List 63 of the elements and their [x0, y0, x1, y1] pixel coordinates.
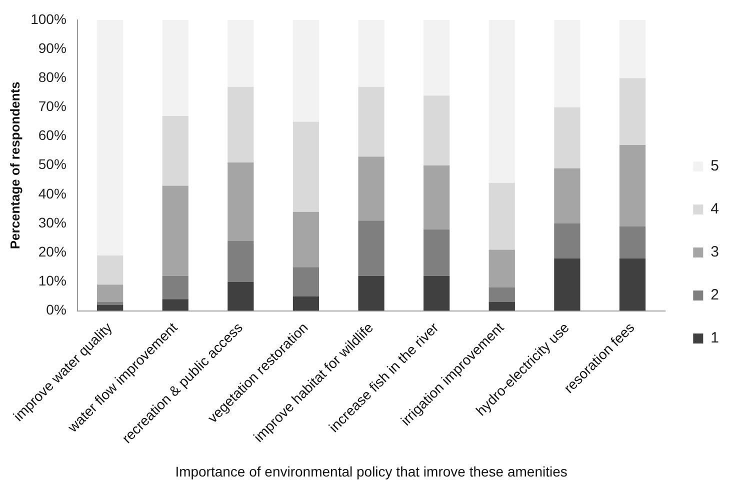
bar: [619, 145, 646, 226]
bar: [488, 288, 515, 302]
y-tick-label: 60%: [38, 127, 66, 144]
bar: [228, 282, 254, 311]
bar: [358, 20, 384, 87]
bar: [292, 212, 320, 268]
bar: [554, 107, 580, 168]
bar: [554, 168, 580, 224]
bar: [619, 226, 646, 258]
bar: [358, 276, 384, 311]
bar: [554, 224, 580, 258]
y-tick-label: 80%: [38, 69, 66, 86]
bar: [162, 186, 188, 276]
y-axis-title: Percentage of respondents: [7, 82, 22, 250]
bar: [358, 220, 384, 276]
y-tick-label: 0%: [46, 302, 66, 318]
bar: [162, 276, 188, 300]
bar: [424, 96, 450, 166]
bar: [619, 258, 646, 311]
y-tick-label: 90%: [38, 40, 66, 56]
bar: [358, 86, 384, 157]
bar: [228, 162, 254, 241]
legend-label: 5: [710, 158, 719, 175]
legend-label: 4: [710, 200, 719, 218]
legend-label: 1: [710, 330, 719, 347]
bar: [619, 20, 646, 78]
bar: [554, 20, 580, 108]
bar: [488, 302, 515, 311]
bar: [162, 20, 188, 116]
y-tick-label: 50%: [38, 156, 66, 172]
legend-label: 2: [710, 286, 719, 304]
bar: [358, 156, 384, 221]
y-tick-label: 20%: [38, 243, 66, 260]
bar: [162, 116, 188, 186]
y-tick-label: 100%: [30, 10, 66, 27]
bar: [292, 122, 320, 212]
y-tick-label: 30%: [38, 214, 66, 230]
bar: [424, 165, 450, 230]
bar: [97, 256, 124, 285]
legend-label: 3: [710, 244, 719, 261]
bar: [97, 284, 124, 302]
bar: [97, 304, 124, 311]
bar: [228, 86, 254, 162]
y-tick-label: 40%: [38, 185, 66, 202]
bar: [292, 20, 320, 122]
bar: [292, 296, 320, 311]
y-tick-label: 10%: [38, 272, 66, 289]
bar: [488, 250, 515, 288]
bar: [619, 78, 646, 146]
bar: [97, 302, 124, 305]
bar: [488, 20, 515, 183]
bar: [554, 258, 580, 311]
bar: [424, 229, 450, 276]
y-tick-label: 70%: [38, 98, 66, 114]
bar: [97, 20, 124, 256]
bar: [228, 240, 254, 282]
bar: [488, 182, 515, 250]
bar: [228, 20, 254, 87]
bar: [424, 20, 450, 96]
bar: [292, 267, 320, 296]
bar: [162, 299, 188, 311]
bar: [424, 276, 450, 311]
x-axis-title: Importance of environmental policy that imrove these amenities: [175, 463, 568, 480]
